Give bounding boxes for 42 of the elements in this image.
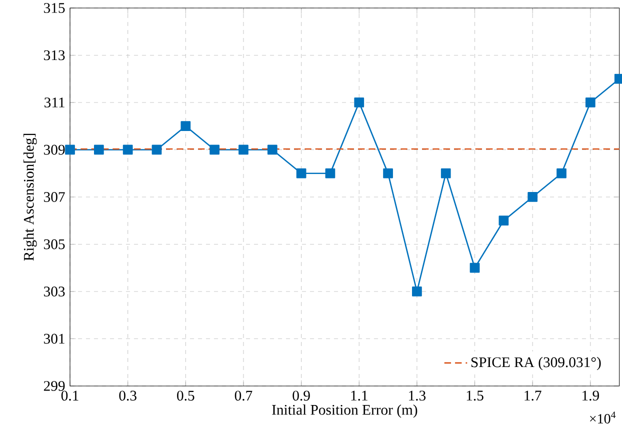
point (65, 144, 75, 155)
y-tick-label: 305 (44, 239, 65, 250)
y-tick-label: 307 (44, 192, 65, 202)
point (296, 168, 306, 178)
y-tick-label: 301 (44, 334, 64, 344)
x-tick-label: 1.1 (351, 390, 368, 401)
point (94, 144, 104, 155)
legend-label: SPICE RA (309.031°) (471, 356, 601, 370)
y-tick-label: 313 (44, 50, 65, 60)
text: ×10$^{4}$ (590, 412, 616, 424)
y-tick-label: 299 (44, 381, 65, 391)
x-tick-label: 0.1 (61, 390, 78, 401)
point (383, 168, 393, 178)
y-axis-title: Right Ascension[deg] (23, 134, 37, 261)
point (585, 98, 596, 108)
y-tick-label: 309 (44, 144, 65, 155)
x-tick-label: 1.7 (524, 390, 542, 401)
point (470, 262, 480, 273)
x-tick-label: 1.3 (409, 390, 426, 401)
y-tick-label: 303 (44, 286, 65, 296)
x-tick-label: 1.5 (466, 390, 484, 401)
point (238, 144, 248, 155)
y-tick-label: 311 (44, 98, 64, 108)
point (556, 168, 566, 178)
point (354, 98, 364, 108)
point (210, 144, 220, 155)
x-tick-label: 1.9 (582, 390, 599, 401)
point (267, 144, 278, 155)
x-tick-label: 0.5 (177, 390, 194, 401)
point (325, 168, 336, 178)
x-axis-title: Initial Position Error (m) (272, 404, 418, 418)
x-tick-label: 0.9 (292, 390, 310, 401)
point (152, 144, 162, 155)
y-tick-label: 315 (44, 3, 65, 13)
point (122, 144, 133, 155)
x-tick-label: 0.3 (119, 390, 136, 401)
point (498, 216, 509, 226)
point (412, 286, 422, 296)
point (528, 192, 538, 202)
point (180, 121, 191, 132)
point (440, 168, 451, 178)
x-tick-label: 0.7 (234, 390, 252, 401)
